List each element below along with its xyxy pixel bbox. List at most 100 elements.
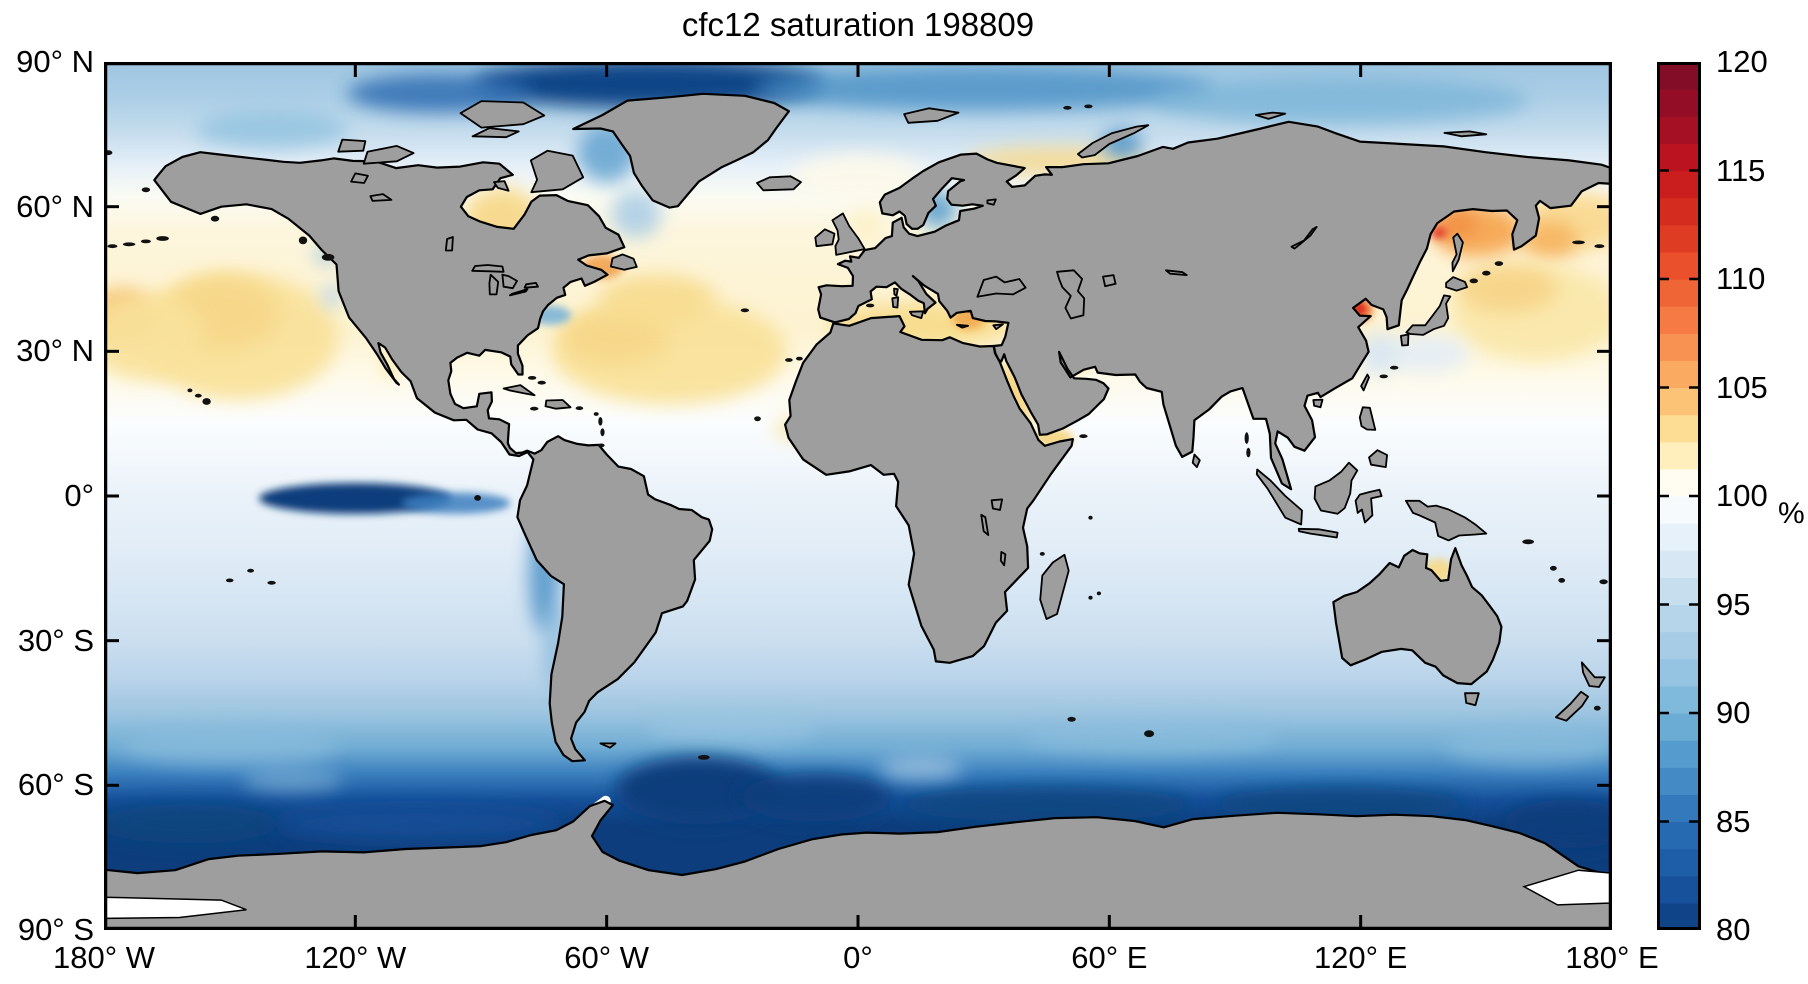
islet bbox=[1039, 552, 1045, 556]
colorbar-band bbox=[1658, 848, 1700, 877]
ocean-patch-labrador-blue bbox=[610, 189, 662, 238]
ocean-patch-okhotsk-red bbox=[1431, 226, 1447, 239]
colorbar-band bbox=[1658, 523, 1700, 551]
lake-great-bear bbox=[350, 172, 369, 184]
colorbar-band bbox=[1658, 116, 1700, 144]
ocean-patch-amundsen-navy bbox=[271, 807, 565, 841]
y-tick-label-6: 90° S bbox=[17, 912, 94, 947]
colorbar-tick-label-110: 110 bbox=[1716, 261, 1766, 296]
islet bbox=[537, 380, 546, 385]
colorbar-band bbox=[1658, 496, 1700, 524]
islet bbox=[754, 416, 761, 422]
colorbar-tick-label-80: 80 bbox=[1716, 912, 1751, 947]
island-ellesmere bbox=[459, 100, 546, 129]
lake-erie bbox=[508, 288, 529, 297]
world-map bbox=[104, 62, 1612, 930]
colorbar-band bbox=[1658, 224, 1700, 253]
colorbar-band bbox=[1658, 360, 1700, 389]
islet bbox=[225, 578, 234, 583]
colorbar-band bbox=[1658, 143, 1700, 172]
lake-ladoga bbox=[986, 198, 997, 206]
plot-title: cfc12 saturation 198809 bbox=[681, 6, 1035, 43]
colorbar-tick-label-115: 115 bbox=[1716, 152, 1766, 188]
x-tick-label-5: 120° E bbox=[1313, 940, 1408, 975]
island-banks bbox=[337, 138, 367, 153]
colorbar-band bbox=[1658, 414, 1700, 443]
islet bbox=[298, 236, 308, 245]
colorbar-band bbox=[1658, 550, 1700, 578]
island-svalbard bbox=[903, 107, 960, 124]
island-luzon bbox=[1358, 406, 1377, 431]
x-tick-label-3: 0° bbox=[843, 940, 873, 975]
islet bbox=[267, 580, 276, 585]
ocean-patch-arctic-east bbox=[1151, 76, 1529, 125]
ocean-patch-ross-navy-w bbox=[104, 804, 280, 844]
lake-huron bbox=[501, 273, 518, 290]
islet bbox=[597, 443, 605, 448]
ocean-patch-echina-blue bbox=[1358, 332, 1401, 376]
islet bbox=[141, 187, 151, 193]
islet bbox=[1550, 565, 1557, 571]
lake-baikal bbox=[1290, 225, 1318, 250]
islet bbox=[1482, 270, 1491, 276]
islet bbox=[1522, 539, 1535, 545]
colorbar-band bbox=[1658, 577, 1700, 606]
ocean-patch-natl-core bbox=[560, 308, 670, 366]
y-tick-label-2: 30° N bbox=[16, 333, 94, 369]
ocean-patch-arctic-mid bbox=[753, 66, 1215, 111]
islet bbox=[156, 236, 169, 241]
map-frame bbox=[104, 62, 1612, 930]
ocean-patch-japan-east-band bbox=[1457, 264, 1558, 313]
colorbar-band bbox=[1658, 306, 1700, 334]
islet bbox=[796, 356, 803, 361]
islet bbox=[107, 244, 118, 249]
islet bbox=[598, 417, 603, 426]
lake-tanganyika bbox=[980, 513, 990, 537]
island-hispaniola bbox=[544, 399, 572, 410]
island-novaya-zemlya bbox=[1077, 124, 1150, 159]
island-sri-lanka bbox=[1191, 453, 1201, 469]
x-tick-label-1: 120° W bbox=[304, 940, 407, 975]
island-new-guinea bbox=[1405, 499, 1488, 542]
y-tick-label-4: 30° S bbox=[17, 622, 94, 658]
colorbar-band bbox=[1658, 767, 1700, 795]
island-falklands bbox=[599, 742, 617, 749]
islet bbox=[1599, 579, 1608, 585]
ocean-patch-so-navy-e1 bbox=[899, 787, 1194, 822]
lake-victoria-lake bbox=[990, 498, 1003, 511]
islet bbox=[530, 406, 539, 411]
colorbar-tick-label-100: 100 bbox=[1716, 478, 1768, 513]
islet bbox=[1390, 365, 1399, 370]
island-iceland bbox=[756, 175, 802, 192]
colorbar-band bbox=[1658, 170, 1700, 199]
islet bbox=[1558, 578, 1566, 583]
colorbar-band bbox=[1658, 89, 1700, 117]
colorbar-band bbox=[1658, 794, 1700, 823]
island-crete bbox=[956, 323, 970, 329]
island-southampton bbox=[493, 180, 510, 192]
islet bbox=[247, 568, 255, 573]
ice-shelf-0 bbox=[104, 896, 247, 920]
colorbar-tick-label-105: 105 bbox=[1716, 369, 1768, 405]
islet bbox=[1063, 105, 1072, 110]
islet bbox=[697, 755, 710, 760]
island-java bbox=[1297, 527, 1339, 539]
islet bbox=[1594, 244, 1605, 249]
island-devon bbox=[471, 127, 520, 139]
island-tasmania bbox=[1464, 692, 1480, 707]
islet bbox=[1096, 591, 1101, 596]
colorbar-band bbox=[1658, 658, 1700, 687]
ocean-patch-weddell-navy bbox=[615, 756, 783, 824]
lake-michigan bbox=[488, 273, 500, 296]
x-tick-label-4: 60° E bbox=[1071, 940, 1148, 975]
islet bbox=[187, 388, 193, 393]
lake-aral bbox=[1102, 274, 1117, 288]
landmass-antarctica bbox=[104, 799, 1612, 930]
lake-winnipeg bbox=[444, 236, 454, 252]
lake-superior bbox=[471, 264, 505, 273]
island-taiwan bbox=[1360, 373, 1370, 392]
ocean-patch-norwegian-white bbox=[791, 153, 925, 202]
ice-shelf-1 bbox=[1522, 869, 1612, 906]
lake-balkhash bbox=[1165, 269, 1188, 277]
